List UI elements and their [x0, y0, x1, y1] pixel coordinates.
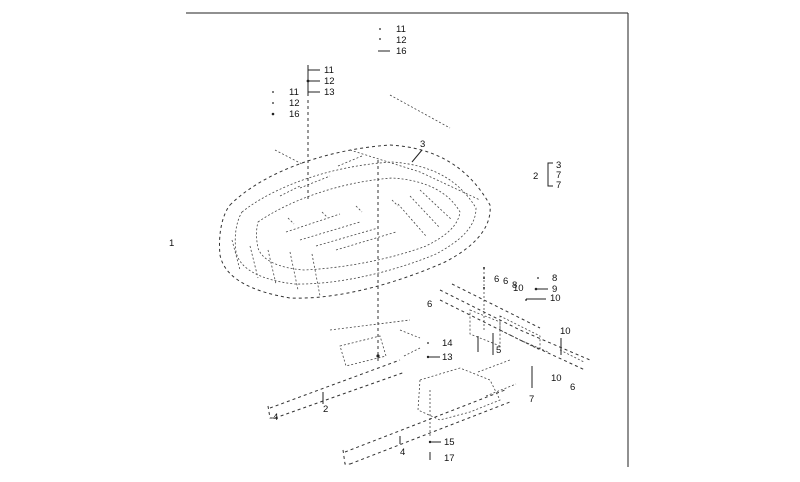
callout-stack-b-16: 16	[289, 109, 300, 120]
callout-15: 15	[444, 437, 455, 448]
callout-stack-b-11: 11	[289, 87, 299, 98]
callout-top-12: 12	[396, 35, 407, 46]
bracket-callout-2: 2 3 7 7	[533, 160, 561, 191]
callout-right-8a: 8	[512, 280, 517, 291]
callout-right-10b: 10	[560, 326, 571, 337]
callout-stack-a: 11 12 13	[306, 65, 335, 98]
callout-bracket-2: 2	[533, 171, 538, 182]
callout-item-1: 1	[169, 238, 174, 249]
callout-right-10small: 10	[513, 283, 524, 294]
callout-right-6b: 6	[503, 276, 508, 287]
callout-stack-a-13: 13	[324, 87, 335, 98]
callout-stack-b-12: 12	[289, 98, 300, 109]
callouts-15-17: 15 17	[428, 437, 455, 464]
callout-right-10a: 10	[550, 293, 561, 304]
top-callout-group: 11 12 16	[378, 24, 407, 57]
callout-4-small: 4	[273, 412, 278, 423]
lower-beam-part	[342, 359, 517, 465]
callout-right-9: 9	[552, 284, 557, 295]
left-beam-part: 4	[267, 319, 421, 423]
callout-2: 2	[323, 404, 328, 415]
callout-right-7: 7	[529, 394, 534, 405]
callout-mid-5: 5	[496, 345, 501, 356]
callout-bracket-3: 3	[556, 160, 561, 171]
callout-stack-b: 11 12 16	[271, 87, 300, 120]
callout-right-8b: 8	[552, 273, 557, 284]
callouts-14-13: 14 13	[426, 338, 453, 363]
callout-right-6c: 6	[570, 382, 575, 393]
callout-top-16: 16	[396, 46, 407, 57]
callout-stack-a-11: 11	[324, 65, 334, 76]
right-frame-part	[439, 283, 591, 388]
callout-4: 4	[400, 447, 405, 458]
callout-14: 14	[442, 338, 453, 349]
callout-bracket-7b: 7	[556, 180, 561, 191]
cab-body-drawing	[219, 144, 491, 299]
callout-17: 17	[444, 453, 455, 464]
callout-stack-a-12: 12	[324, 76, 335, 87]
callout-item-3: 3	[420, 139, 425, 150]
callout-13: 13	[442, 352, 453, 363]
callout-top-11: 11	[396, 24, 406, 35]
callout-bracket-7a: 7	[556, 170, 561, 181]
callout-right-10c: 10	[551, 373, 562, 384]
right-frame-callouts: 6 6 8 8 10 9 10 6	[427, 267, 561, 330]
callout-left-6: 6	[427, 299, 432, 310]
callout-right-6a: 6	[494, 274, 499, 285]
